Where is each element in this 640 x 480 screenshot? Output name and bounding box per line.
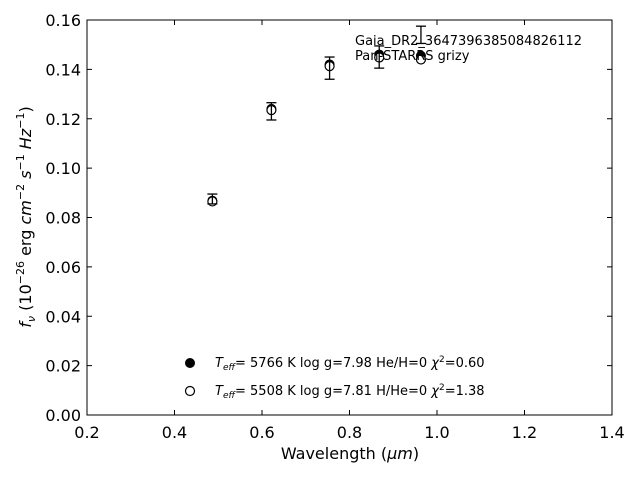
legend-entry-1: Teff= 5766 K log g=7.98 He/H=0 χ2=0.60 — [215, 355, 485, 373]
y-tick-label: 0.08 — [45, 209, 81, 228]
x-tick-label: 0.4 — [162, 423, 187, 442]
y-tick-label: 0.04 — [45, 307, 81, 326]
x-tick-label: 1.2 — [512, 423, 537, 442]
y-tick-label: 0.02 — [45, 357, 81, 376]
x-tick-label: 1.4 — [599, 423, 624, 442]
x-tick-label: 1.0 — [424, 423, 449, 442]
x-tick-label: 0.8 — [337, 423, 362, 442]
y-tick-label: 0.16 — [45, 11, 81, 30]
annotation-target: Gaia_DR2_3647396385084826112 — [355, 34, 582, 49]
y-tick-label: 0.06 — [45, 258, 81, 277]
y-tick-label: 0.12 — [45, 110, 81, 129]
legend-marker-open — [184, 385, 196, 397]
y-tick-label: 0.10 — [45, 159, 81, 178]
legend: Teff= 5766 K log g=7.98 He/H=0 χ2=0.60 T… — [184, 355, 485, 401]
model-point-open — [415, 54, 427, 65]
legend-marker-filled — [185, 358, 195, 368]
y-tick-label: 0.14 — [45, 60, 81, 79]
model-points — [207, 49, 427, 207]
x-axis-label: Wavelength (μm) — [281, 444, 419, 463]
x-tick-label: 0.6 — [249, 423, 274, 442]
y-tick-label: 0.00 — [45, 406, 81, 425]
legend-entry-2: Teff= 5508 K log g=7.81 H/He=0 χ2=1.38 — [215, 383, 485, 401]
axis-ticks: 0.2 0.4 0.6 0.8 1.0 1.2 1.4 0.00 0.02 0.04 0.06 0.0… — [45, 11, 624, 442]
observed-points — [207, 25, 426, 205]
x-tick-label: 0.2 — [74, 423, 99, 442]
y-axis-label: fν (10−26 erg cm−2 s−1 Hz−1) — [14, 106, 38, 327]
annotation-survey: Pan-STARRS grizy — [355, 49, 470, 64]
